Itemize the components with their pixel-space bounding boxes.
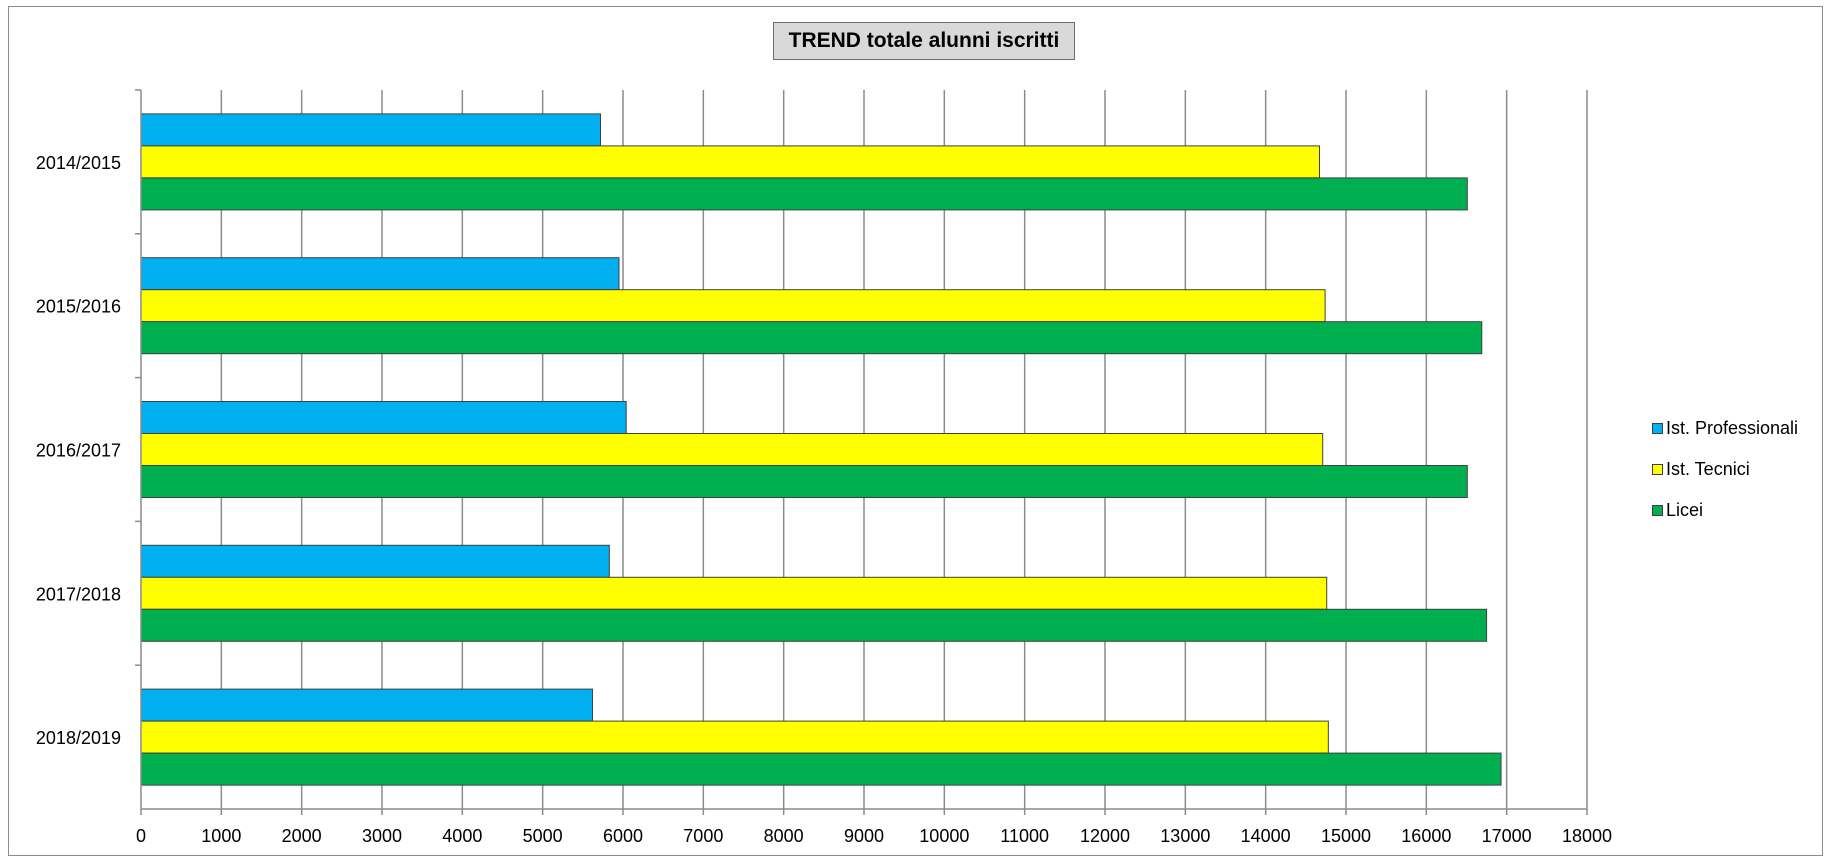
bar-licei-0 [140,177,1468,211]
x-tick-label: 14000 [1241,826,1291,846]
legend-item-professionali: Ist. Professionali [1652,408,1798,449]
x-tick-label: 15000 [1321,826,1371,846]
x-tick-label: 12000 [1080,826,1130,846]
x-tick-label: 7000 [683,826,723,846]
category-label: 2014/2015 [36,153,121,173]
bar-ist-tecnici-2 [140,433,1324,466]
bar-licei-2 [140,465,1468,498]
x-tick-label: 2000 [282,826,322,846]
category-label: 2018/2019 [36,728,121,748]
legend-item-licei: Licei [1652,490,1798,531]
bar-licei-3 [140,608,1488,642]
category-labels: 2014/2015 2015/2016 2016/2017 2017/2018 2018… [36,153,121,748]
bar-ist-professionali-2 [140,401,627,434]
bar-ist-tecnici-0 [140,145,1320,179]
legend-swatch-tecnici [1652,464,1663,475]
x-tick-label: 6000 [603,826,643,846]
bar-ist-professionali-3 [140,544,610,578]
x-tick-label: 5000 [523,826,563,846]
legend-item-tecnici: Ist. Tecnici [1652,449,1798,490]
category-label: 2016/2017 [36,441,121,461]
axes [135,89,1588,815]
x-tick-label: 4000 [442,826,482,846]
legend-swatch-licei [1652,505,1663,516]
bar-ist-tecnici-4 [140,720,1329,754]
legend: Ist. Professionali Ist. Tecnici Licei [1652,408,1798,531]
category-label: 2017/2018 [36,584,121,604]
chart-title: TREND totale alunni iscritti [773,22,1075,60]
x-tick-label: 16000 [1401,826,1451,846]
bar-ist-tecnici-1 [140,289,1326,323]
x-tick-label: 0 [136,826,146,846]
legend-label-tecnici: Ist. Tecnici [1666,459,1750,479]
bar-ist-professionali-4 [140,688,593,722]
bar-ist-professionali-1 [140,257,620,291]
legend-swatch-professionali [1652,423,1663,434]
x-tick-label: 11000 [1000,826,1049,846]
x-tick-label: 1000 [201,826,241,846]
bars [140,113,1502,786]
x-tick-label: 13000 [1160,826,1210,846]
category-label: 2015/2016 [36,297,121,317]
x-tick-label: 9000 [844,826,884,846]
x-tick-label: 8000 [764,826,804,846]
legend-label-professionali: Ist. Professionali [1666,418,1799,438]
bar-ist-tecnici-3 [140,576,1328,610]
bar-licei-4 [140,752,1502,786]
x-tick-label: 10000 [919,826,969,846]
bar-ist-professionali-0 [140,113,602,147]
x-tick-label: 18000 [1562,826,1612,846]
legend-label-licei: Licei [1666,500,1704,520]
x-tick-label: 17000 [1482,826,1532,846]
x-tick-label: 3000 [362,826,402,846]
bar-licei-1 [140,321,1483,355]
x-tick-labels: 0 1000 2000 3000 4000 5000 6000 7000 8000 9000 100… [136,826,1612,846]
